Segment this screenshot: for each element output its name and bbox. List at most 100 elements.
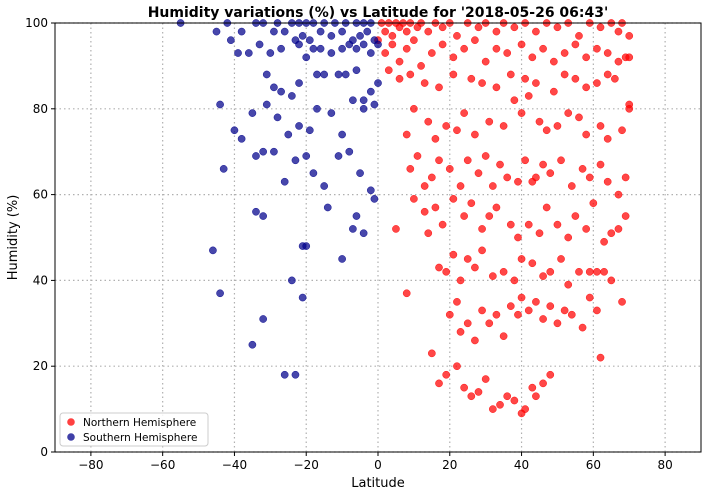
southern-point	[374, 79, 382, 87]
northern-point	[438, 40, 447, 49]
southern-point	[230, 126, 239, 135]
northern-point	[435, 379, 443, 388]
northern-point	[427, 349, 436, 358]
northern-point	[435, 156, 443, 165]
southern-point	[349, 225, 357, 233]
northern-point	[546, 302, 555, 310]
southern-point	[345, 40, 354, 49]
northern-point	[532, 392, 540, 401]
northern-point	[589, 199, 598, 208]
northern-point	[607, 229, 616, 238]
northern-point	[485, 319, 494, 328]
x-tick-label: −20	[294, 458, 319, 472]
southern-point	[309, 44, 318, 53]
northern-point	[388, 32, 397, 40]
y-tick-label: 100	[25, 16, 48, 30]
northern-point	[381, 27, 390, 36]
northern-point	[467, 74, 476, 83]
southern-point	[298, 293, 307, 302]
southern-point	[374, 40, 382, 49]
southern-point	[338, 44, 346, 53]
northern-point	[438, 23, 447, 32]
southern-point	[359, 104, 368, 113]
northern-point	[442, 370, 451, 379]
northern-point	[424, 117, 433, 126]
northern-point	[449, 195, 458, 203]
northern-point	[499, 332, 508, 341]
northern-point	[521, 74, 529, 83]
northern-point	[585, 293, 594, 302]
southern-point	[338, 255, 346, 263]
southern-point	[302, 242, 311, 250]
northern-point	[420, 182, 429, 190]
northern-point	[406, 70, 415, 79]
northern-point	[449, 250, 458, 259]
northern-point	[449, 53, 458, 62]
northern-point	[517, 293, 526, 302]
northern-point	[517, 255, 526, 263]
legend-marker-southern	[67, 433, 75, 441]
northern-point	[381, 49, 390, 57]
northern-point	[478, 246, 486, 255]
southern-point	[273, 113, 282, 122]
northern-point	[560, 70, 569, 79]
northern-point	[406, 165, 415, 173]
northern-point	[488, 405, 497, 413]
southern-point	[295, 122, 303, 130]
northern-point	[427, 173, 436, 182]
southern-point	[309, 169, 318, 177]
northern-point	[384, 66, 393, 75]
southern-point	[227, 36, 235, 45]
northern-point	[442, 122, 451, 130]
northern-point	[564, 233, 573, 242]
northern-point	[603, 134, 612, 143]
northern-point	[546, 169, 555, 177]
northern-point	[388, 40, 397, 49]
northern-point	[474, 169, 483, 177]
southern-point	[248, 109, 257, 117]
northern-point	[528, 259, 537, 268]
southern-point	[252, 207, 260, 216]
chart-legend: Northern Hemisphere Southern Hemisphere	[59, 412, 209, 447]
northern-point	[553, 23, 562, 32]
northern-point	[582, 225, 591, 233]
northern-point	[550, 87, 558, 96]
northern-point	[603, 177, 612, 186]
northern-point	[485, 117, 494, 126]
southern-point	[370, 195, 379, 203]
northern-point	[539, 315, 547, 323]
northern-point	[435, 263, 443, 272]
northern-point	[463, 156, 472, 165]
northern-point	[560, 49, 569, 57]
northern-point	[395, 74, 404, 83]
southern-point	[255, 40, 264, 49]
southern-point	[323, 203, 332, 212]
northern-point	[524, 306, 533, 315]
northern-point	[539, 272, 547, 280]
northern-point	[625, 53, 634, 62]
northern-point	[456, 182, 465, 190]
southern-point	[338, 130, 346, 139]
northern-point	[517, 109, 526, 117]
northern-point	[539, 44, 547, 53]
legend-label-southern: Southern Hemisphere	[83, 432, 197, 444]
northern-point	[499, 267, 508, 276]
northern-point	[578, 323, 587, 332]
northern-point	[496, 160, 504, 169]
southern-point	[316, 27, 325, 36]
southern-point	[356, 32, 364, 40]
northern-point	[492, 44, 501, 53]
northern-point	[514, 233, 522, 242]
southern-point	[298, 32, 307, 40]
southern-point	[291, 156, 300, 165]
northern-point	[542, 203, 551, 212]
northern-point	[593, 44, 601, 53]
southern-point	[295, 79, 303, 87]
northern-point	[474, 23, 483, 32]
southern-point	[284, 130, 293, 139]
southern-point	[237, 134, 246, 143]
southern-point	[209, 246, 217, 255]
grid-lines	[55, 22, 701, 453]
northern-point	[514, 310, 522, 319]
